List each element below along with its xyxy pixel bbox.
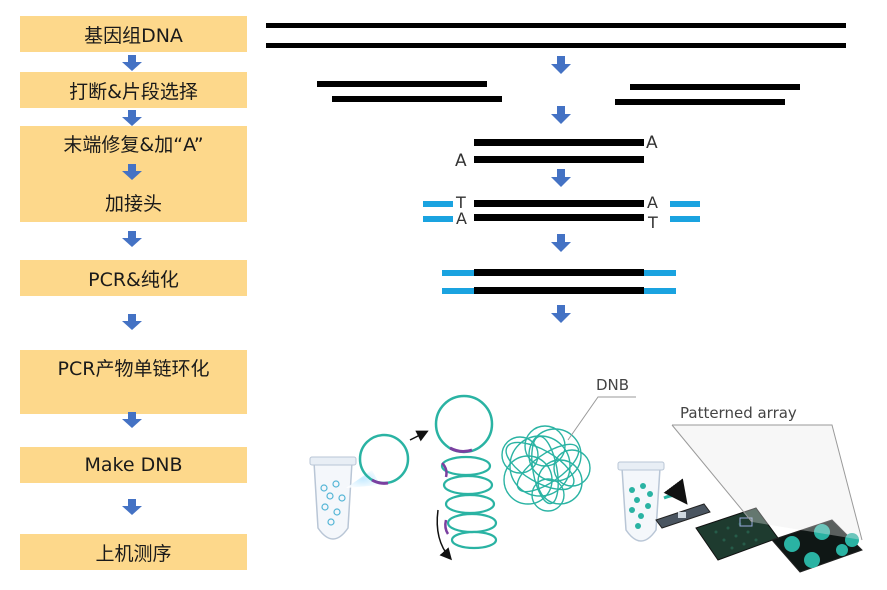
adapter-strand <box>423 201 453 207</box>
step-sequencing-label: 上机测序 <box>95 542 172 565</box>
adapter-strand <box>442 270 474 276</box>
down-arrow-icon <box>551 106 571 124</box>
step-circularize-label: PCR产物单链环化 <box>57 358 210 380</box>
dna-fragments <box>317 81 800 105</box>
dna-strand <box>474 214 644 221</box>
down-arrow-icon <box>122 499 142 515</box>
down-arrow-icon <box>551 169 571 187</box>
down-arrow-icon <box>122 231 142 247</box>
tube-icon <box>309 456 357 540</box>
dna-strand <box>266 43 846 48</box>
down-arrow-icon <box>551 305 571 323</box>
rca-coil <box>440 455 498 550</box>
genomic-dna-strands <box>266 23 846 48</box>
down-arrow-icon <box>122 164 142 180</box>
t-label: T <box>647 213 658 232</box>
step-circularize: PCR产物单链环化 <box>20 350 247 414</box>
dna-strand <box>474 156 644 163</box>
step-genomic-dna-label: 基因组DNA <box>84 24 183 47</box>
dna-strand <box>630 84 800 90</box>
t-label: T <box>455 193 466 212</box>
step-end-repair-label: 末端修复&加“A” <box>63 134 204 156</box>
dnb-label: DNB <box>596 376 629 394</box>
step-make-dnb-label: Make DNB <box>84 454 183 476</box>
dnb-illustration: DNB <box>309 376 863 573</box>
dna-strand <box>615 99 785 105</box>
dna-strand <box>474 287 644 294</box>
adapter-strand <box>423 216 453 222</box>
down-arrow-icon <box>551 234 571 252</box>
dna-strand <box>474 139 644 146</box>
patterned-array-label: Patterned array <box>680 404 797 422</box>
rolling-circle <box>434 394 494 454</box>
step-add-adapter-label: 加接头 <box>104 193 162 215</box>
dna-strand <box>266 23 846 28</box>
a-overhang-label: A <box>455 151 467 171</box>
array-dnb <box>784 524 859 568</box>
step-pcr-purify: PCR&纯化 <box>20 260 247 296</box>
tube-icon <box>617 461 665 542</box>
adapter-strand <box>644 288 676 294</box>
patterned-array-zoom <box>771 519 863 573</box>
dna-strand <box>317 81 487 87</box>
adapter-ligation: T A A T <box>423 193 700 232</box>
down-arrow-icon <box>122 55 142 71</box>
dna-strand <box>332 96 502 102</box>
end-repair-fragment: A A <box>455 133 658 171</box>
down-arrow-icon <box>122 314 142 330</box>
step-fragment-select: 打断&片段选择 <box>20 72 247 108</box>
adapter-strand <box>670 201 700 207</box>
step-arrows <box>122 55 142 515</box>
dnb-ball <box>501 425 591 512</box>
adapter-strand <box>442 288 474 294</box>
step-genomic-dna: 基因组DNA <box>20 16 247 52</box>
step-end-repair-adapter: 末端修复&加“A” 加接头 <box>20 126 247 222</box>
down-arrow-icon <box>122 110 142 126</box>
ligated-product <box>442 269 676 294</box>
ss-circle <box>358 433 410 485</box>
step-fragment-select-label: 打断&片段选择 <box>69 80 198 103</box>
step-pcr-purify-label: PCR&纯化 <box>88 268 179 291</box>
down-arrow-icon <box>551 56 571 74</box>
step-make-dnb: Make DNB <box>20 447 247 483</box>
down-arrow-icon <box>122 412 142 428</box>
adapter-strand <box>670 216 700 222</box>
adapter-strand <box>644 270 676 276</box>
diagram-arrows <box>551 56 571 323</box>
a-label: A <box>456 209 467 228</box>
step-sequencing: 上机测序 <box>20 534 247 570</box>
a-overhang-label: A <box>646 133 658 153</box>
a-label: A <box>647 193 658 212</box>
dna-strand <box>474 200 644 207</box>
dna-strand <box>474 269 644 276</box>
